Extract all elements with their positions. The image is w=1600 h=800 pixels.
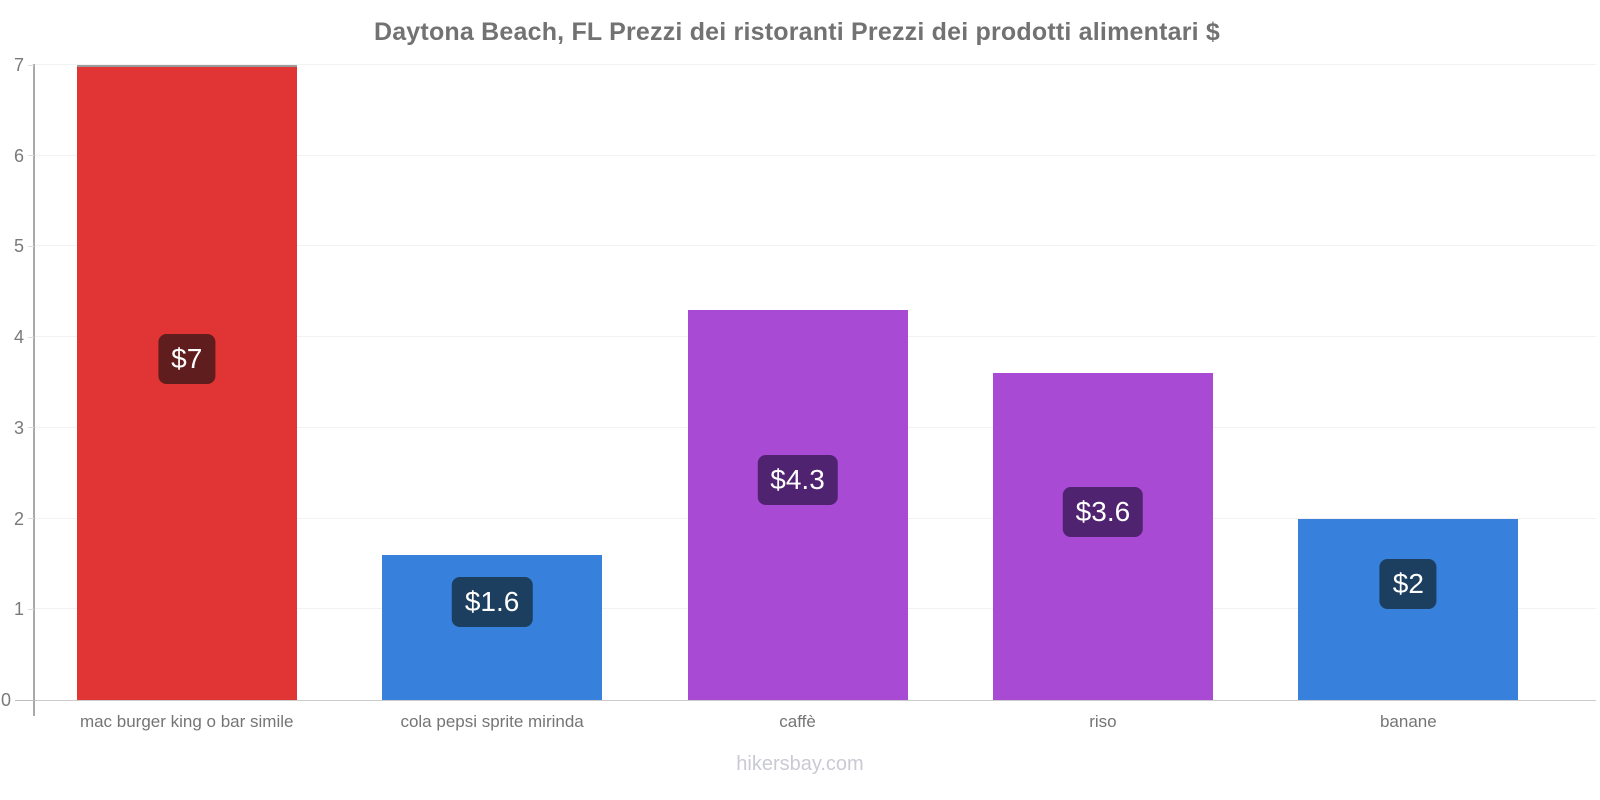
watermark-text: hikersbay.com: [736, 753, 864, 775]
y-tick-mark: [28, 245, 34, 247]
value-label-4: $2: [1379, 559, 1437, 610]
x-axis: mac burger king o bar simile cola pepsi s…: [34, 712, 1561, 732]
gridline-5: [34, 245, 1596, 247]
bar-column-4: $2: [1256, 65, 1561, 700]
bar-0: $7: [76, 65, 297, 700]
y-tick-value: 1: [13, 599, 24, 620]
y-tick-label-7: 7: [14, 56, 34, 74]
x-category-label-0: mac burger king o bar simile: [79, 712, 294, 731]
y-tick-label-3: 3: [14, 419, 34, 437]
x-category-label-3: riso: [1089, 712, 1117, 731]
x-category-label-1: cola pepsi sprite mirinda: [400, 712, 584, 731]
gridline-6: [34, 154, 1596, 156]
y-tick-label-6: 6: [14, 147, 34, 165]
y-tick-mark: [28, 518, 34, 520]
gridline-7: [34, 64, 1596, 65]
chart-title: Daytona Beach, FL Prezzi dei ristoranti …: [373, 18, 1221, 46]
y-tick-value: 6: [13, 145, 24, 166]
y-tick-value: 3: [13, 417, 24, 438]
y-tick-value: 7: [13, 55, 24, 75]
y-tick-mark: [28, 608, 34, 610]
y-tick-label-0: 0: [1, 691, 34, 709]
bar-3: $3.6: [992, 373, 1213, 700]
x-axis-line: [34, 700, 1596, 701]
y-tick-value: 5: [13, 236, 24, 257]
y-tick-value: 2: [13, 508, 24, 529]
value-label-3: $3.6: [1062, 486, 1144, 537]
bar-1: $1.6: [382, 554, 603, 700]
y-tick-mark: [15, 699, 34, 701]
bars-group: $7 $1.6 $4.3 $3.6 $2: [34, 65, 1561, 700]
y-tick-mark: [28, 64, 34, 66]
y-axis-line: [33, 64, 35, 716]
y-tick-label-1: 1: [14, 600, 34, 618]
bar-column-3: $3.6: [950, 65, 1255, 700]
y-tick-label-2: 2: [14, 510, 34, 528]
x-category-label-4: banane: [1379, 712, 1437, 731]
y-tick-mark: [28, 155, 34, 157]
y-tick-label-5: 5: [14, 237, 34, 255]
y-tick-value: 0: [0, 690, 11, 710]
y-tick-mark: [28, 427, 34, 429]
value-label-2: $4.3: [757, 454, 838, 505]
plot-area: $7 $1.6 $4.3 $3.6 $2: [34, 64, 1596, 701]
value-label-1: $1.6: [451, 577, 533, 628]
bar-column-1: $1.6: [339, 65, 644, 700]
bar-4: $2: [1298, 518, 1519, 700]
bar-column-2: $4.3: [645, 65, 950, 700]
y-tick-mark: [28, 336, 34, 338]
y-tick-value: 4: [13, 327, 24, 348]
x-category-label-2: caffè: [779, 712, 816, 731]
y-tick-label-4: 4: [14, 328, 34, 346]
bar-2: $4.3: [687, 309, 908, 700]
value-label-0: $7: [158, 333, 216, 384]
y-axis: 0 1 2 3 4 5 6 7: [0, 56, 34, 709]
bar-column-0: $7: [34, 65, 339, 700]
